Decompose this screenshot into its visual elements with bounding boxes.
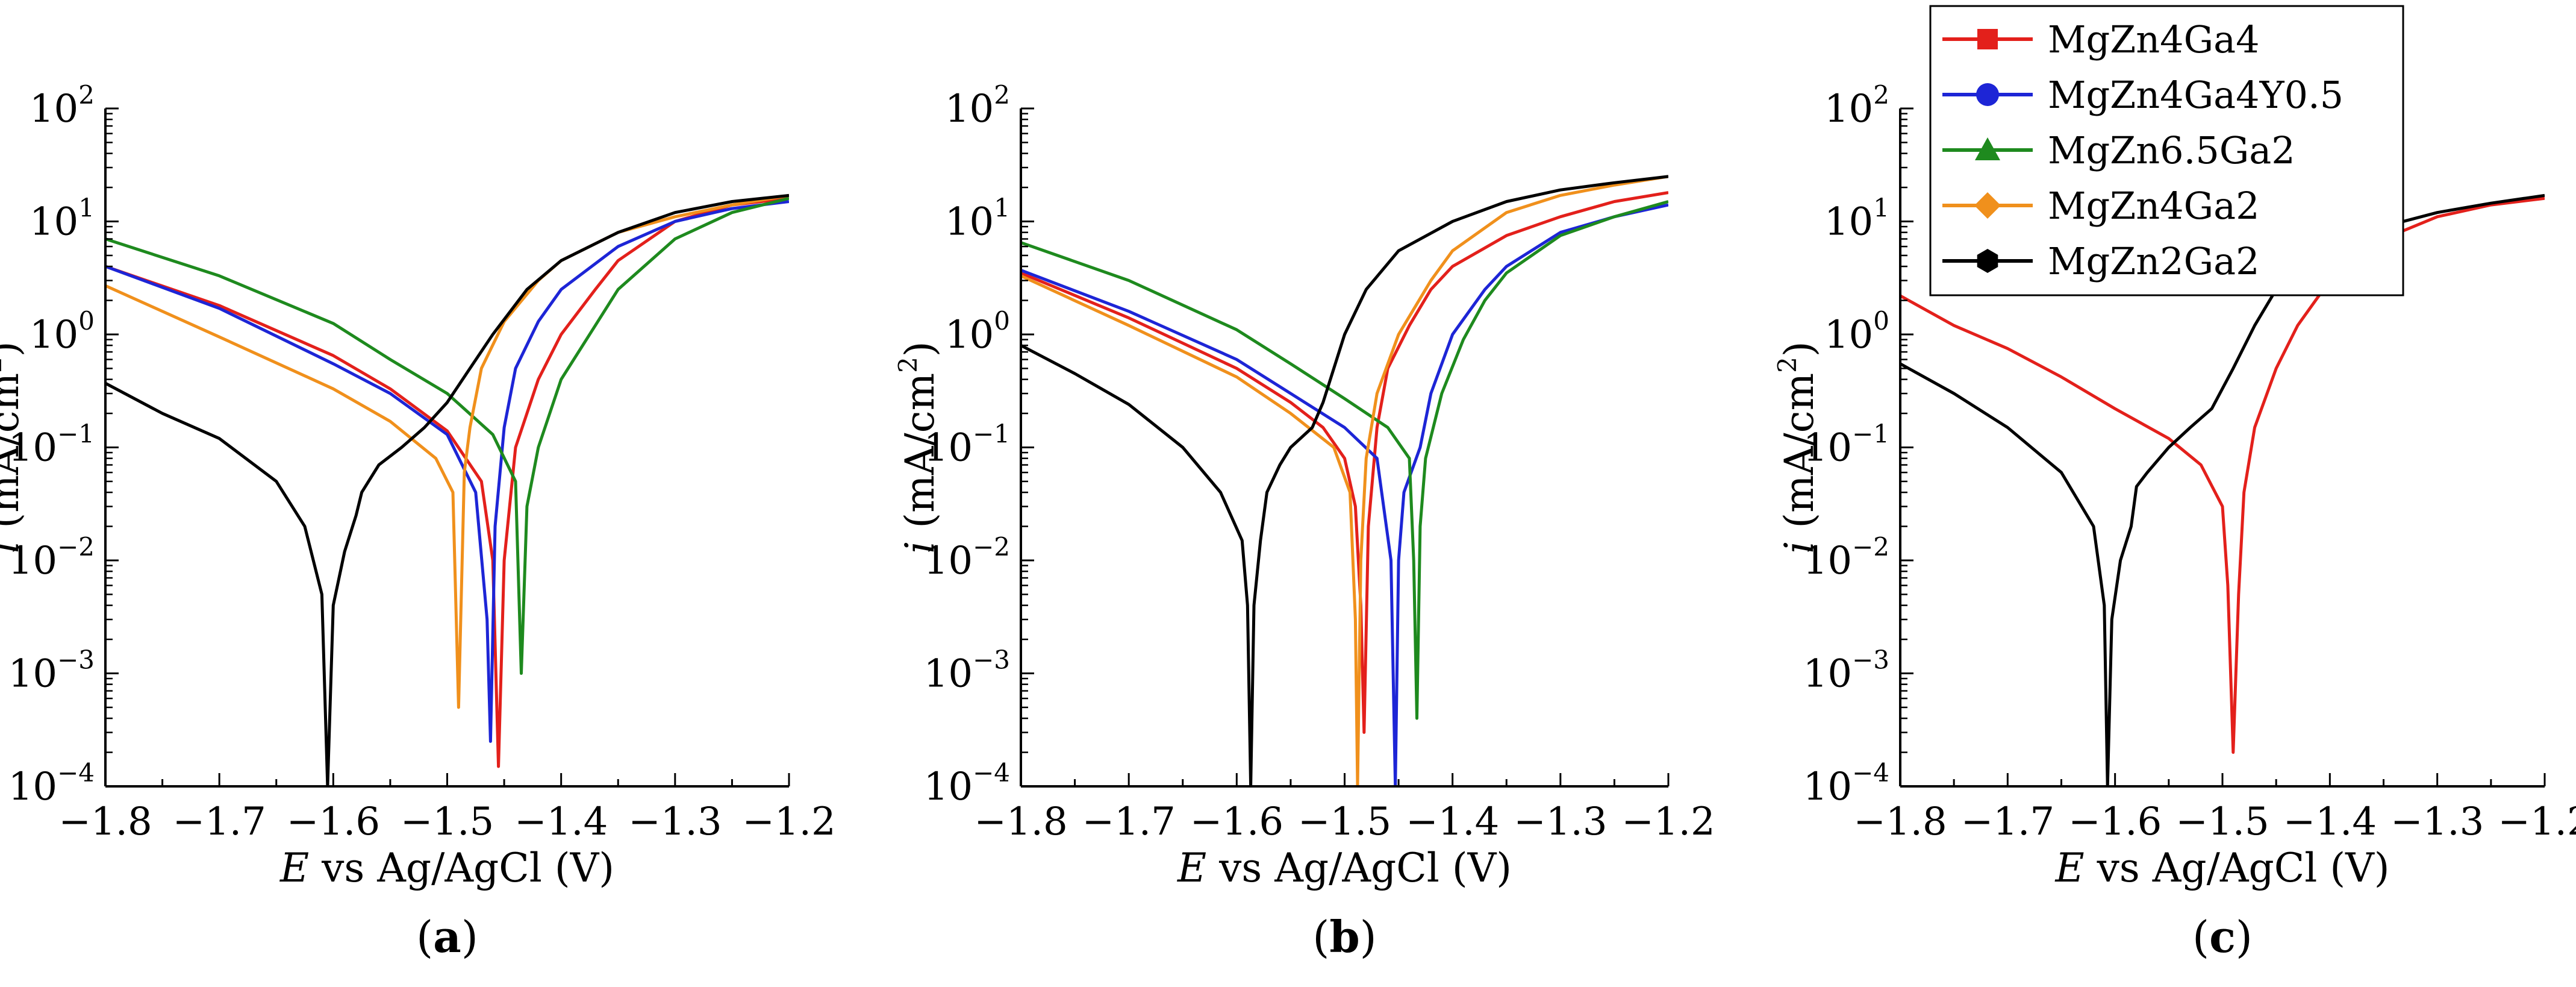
- panel-1: −1.8 −1.7 −1.6 −1.5 −1.4 −1.3 −1.2 10−4 10−3 10−2…: [0, 80, 836, 962]
- x-tick-label: −1.4: [1406, 800, 1499, 844]
- circle-marker-icon: [1976, 83, 1999, 106]
- square-marker-icon: [1977, 29, 1998, 49]
- x-axis-label: E vs Ag/AgCl (V): [1177, 845, 1512, 891]
- series-line-mgzn4ga4: [1021, 191, 1668, 734]
- panel-3: −1.8 −1.7 −1.6 −1.5 −1.4 −1.3 −1.2 10−4 10−3 10−2…: [1773, 80, 2576, 962]
- x-tick-label: −1.6: [1190, 800, 1283, 844]
- x-tick-label: −1.6: [287, 800, 380, 844]
- legend-label: MgZn6.5Ga2: [2048, 128, 2295, 172]
- y-tick-label: 102: [30, 80, 95, 131]
- y-tick-label: 10−3: [924, 645, 1010, 697]
- legend: MgZn4Ga4 MgZn4Ga4Y0.5 MgZn6.5Ga2 MgZn4Ga2 Mg…: [1929, 5, 2404, 296]
- x-tick-label: −1.7: [172, 800, 266, 844]
- y-tick-label: 102: [945, 80, 1010, 131]
- legend-item: MgZn4Ga4: [1942, 17, 2260, 61]
- panel-label: (b): [1312, 911, 1377, 962]
- y-tick-label: 10−1: [8, 419, 95, 471]
- y-tick-label: 101: [1824, 193, 1889, 245]
- series-line-mgzn2ga2: [1021, 175, 1668, 786]
- x-tick-label: −1.3: [2390, 800, 2484, 844]
- panel-label: (a): [416, 911, 478, 962]
- x-tick-label: −1.6: [2068, 800, 2162, 844]
- x-tick-label: −1.2: [742, 800, 835, 844]
- panel-label: (c): [2192, 911, 2253, 962]
- y-tick-label: 10−1: [1803, 419, 1889, 471]
- panel-2: −1.8 −1.7 −1.6 −1.5 −1.4 −1.3 −1.2 10−4 10−3 10−2…: [893, 80, 1715, 962]
- x-axis-label: E vs Ag/AgCl (V): [2054, 845, 2389, 891]
- y-tick-label: 10−1: [924, 419, 1010, 471]
- legend-item: MgZn6.5Ga2: [1942, 128, 2295, 172]
- x-axis-label: E vs Ag/AgCl (V): [279, 845, 614, 891]
- series-line-mgzn4ga2: [1021, 175, 1668, 786]
- series-line-mgzn4ga4y0-5: [1021, 203, 1668, 786]
- y-tick-label: 10−4: [8, 758, 95, 809]
- y-tick-label: 10−4: [1803, 758, 1889, 809]
- triangle-marker-icon: [1975, 137, 2000, 160]
- x-tick-label: −1.8: [58, 800, 152, 844]
- y-tick-label: 10−2: [924, 532, 1010, 583]
- x-tick-label: −1.7: [1961, 800, 2054, 844]
- y-tick-label: 100: [1824, 306, 1889, 357]
- y-tick-label: 10−2: [1803, 532, 1889, 583]
- x-tick-label: −1.2: [2498, 800, 2576, 844]
- y-tick-label: 100: [30, 306, 95, 357]
- y-tick-label: 10−4: [924, 758, 1010, 809]
- y-tick-label: 101: [945, 193, 1010, 245]
- y-tick-label: 10−2: [8, 532, 95, 583]
- legend-label: MgZn2Ga2: [2048, 239, 2260, 283]
- x-tick-label: −1.5: [2175, 800, 2269, 844]
- legend-label: MgZn4Ga4: [2048, 17, 2260, 61]
- y-tick-label: 10−3: [8, 645, 95, 697]
- y-tick-label: 102: [1824, 80, 1889, 131]
- y-axis-label: i (mA/cm2): [0, 341, 28, 553]
- legend-label: MgZn4Ga4Y0.5: [2048, 73, 2344, 117]
- series-line-mgzn6-5ga2: [1021, 200, 1668, 720]
- diamond-marker-icon: [1974, 192, 2001, 219]
- hexagon-marker-icon: [1977, 249, 1998, 273]
- x-tick-label: −1.8: [1853, 800, 1947, 844]
- x-tick-label: −1.2: [1621, 800, 1715, 844]
- x-tick-label: −1.7: [1082, 800, 1175, 844]
- series-line-mgzn4ga4: [105, 196, 789, 768]
- series-line-mgzn4ga4y0-5: [105, 200, 789, 743]
- x-tick-label: −1.5: [1298, 800, 1391, 844]
- y-tick-label: 100: [945, 306, 1010, 357]
- x-tick-label: −1.3: [1514, 800, 1607, 844]
- x-tick-label: −1.8: [974, 800, 1067, 844]
- y-tick-label: 10−3: [1803, 645, 1889, 697]
- x-tick-label: −1.4: [514, 800, 608, 844]
- x-tick-label: −1.4: [2283, 800, 2377, 844]
- legend-item: MgZn2Ga2: [1942, 239, 2260, 283]
- y-axis-label: i (mA/cm2): [1773, 341, 1823, 553]
- x-tick-label: −1.5: [401, 800, 494, 844]
- y-tick-label: 101: [30, 193, 95, 245]
- y-axis-label: i (mA/cm2): [893, 341, 943, 553]
- x-tick-label: −1.3: [628, 800, 722, 844]
- legend-label: MgZn4Ga2: [2048, 184, 2260, 228]
- series-line-mgzn2ga2: [105, 193, 789, 786]
- series-line-mgzn6-5ga2: [105, 196, 789, 675]
- legend-item: MgZn4Ga4Y0.5: [1942, 73, 2344, 117]
- legend-item: MgZn4Ga2: [1942, 184, 2260, 228]
